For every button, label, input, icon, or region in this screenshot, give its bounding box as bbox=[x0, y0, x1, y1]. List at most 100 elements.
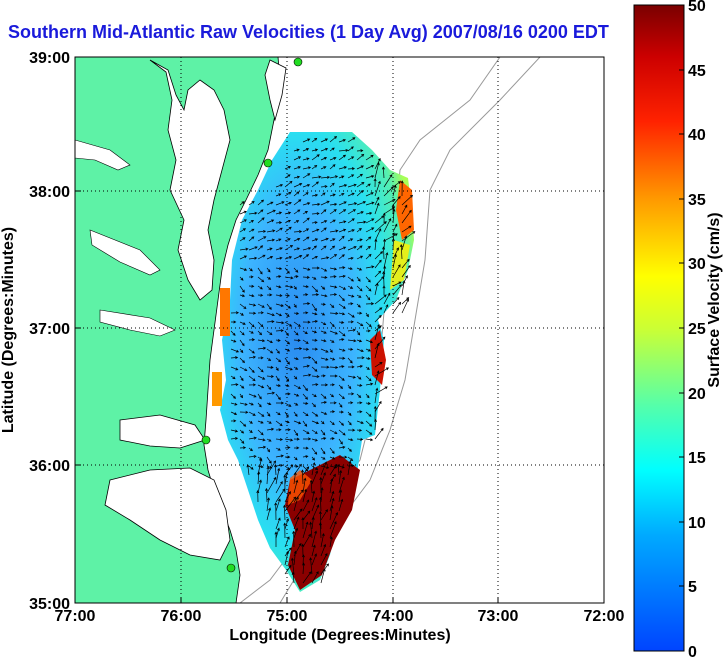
velocity-arrow bbox=[338, 438, 343, 445]
velocity-arrow bbox=[365, 218, 375, 224]
velocity-arrow bbox=[239, 210, 247, 215]
velocity-arrow bbox=[275, 428, 282, 432]
velocity-arrow bbox=[347, 294, 355, 298]
velocity-arrow bbox=[329, 348, 333, 353]
velocity-arrow bbox=[284, 321, 293, 327]
velocity-arrow bbox=[365, 339, 374, 344]
velocity-arrow bbox=[373, 178, 377, 188]
velocity-arrow bbox=[293, 175, 301, 179]
velocity-arrow bbox=[365, 276, 371, 283]
velocity-arrow bbox=[266, 293, 273, 297]
velocity-arrow bbox=[266, 466, 270, 485]
velocity-arrow bbox=[374, 259, 382, 269]
velocity-arrow bbox=[356, 276, 361, 282]
velocity-arrow bbox=[311, 276, 317, 280]
velocity-arrow bbox=[320, 400, 328, 404]
velocity-arrow bbox=[293, 456, 298, 461]
velocity-arrow bbox=[284, 238, 291, 242]
velocity-arrow bbox=[293, 384, 302, 389]
velocity-arrow bbox=[266, 391, 276, 395]
lon-tick: 73:00 bbox=[478, 608, 519, 625]
velocity-arrow bbox=[248, 246, 258, 251]
velocity-arrow bbox=[356, 190, 364, 197]
velocity-arrow bbox=[293, 446, 300, 450]
velocity-arrow bbox=[275, 366, 279, 372]
velocity-arrow bbox=[275, 467, 281, 485]
velocity-arrow bbox=[275, 247, 283, 251]
velocity-arrow bbox=[311, 148, 319, 152]
velocity-arrow bbox=[374, 386, 388, 395]
velocity-arrow bbox=[356, 173, 363, 179]
velocity-arrow bbox=[329, 311, 339, 315]
velocity-arrow bbox=[266, 247, 273, 251]
velocity-arrow bbox=[248, 375, 256, 382]
velocity-arrow bbox=[374, 282, 379, 296]
lon-tick: 77:00 bbox=[55, 608, 96, 625]
velocity-arrow bbox=[283, 522, 287, 539]
velocity-arrow bbox=[311, 516, 315, 530]
velocity-arrow bbox=[374, 342, 380, 359]
velocity-arrow bbox=[311, 330, 318, 334]
land-mass bbox=[75, 57, 281, 603]
velocity-arrow bbox=[320, 184, 328, 188]
velocity-arrow bbox=[356, 375, 362, 380]
velocity-arrow bbox=[284, 211, 292, 215]
velocity-arrow bbox=[239, 294, 246, 298]
velocity-arrow bbox=[239, 247, 249, 251]
velocity-arrow bbox=[311, 357, 318, 365]
velocity-arrow bbox=[311, 154, 320, 161]
velocity-arrow bbox=[347, 392, 355, 396]
velocity-vectors bbox=[230, 136, 416, 584]
velocity-arrow bbox=[284, 446, 291, 450]
velocity-arrow bbox=[320, 383, 329, 387]
velocity-arrow bbox=[293, 471, 297, 485]
velocity-arrow bbox=[275, 338, 281, 342]
velocity-arrow bbox=[248, 200, 255, 206]
velocity-arrow bbox=[248, 267, 253, 272]
velocity-arrow bbox=[347, 347, 354, 351]
velocity-arrow bbox=[311, 164, 318, 170]
velocity-arrow bbox=[239, 303, 247, 310]
velocity-arrow bbox=[365, 411, 372, 417]
lon-tick: 75:00 bbox=[267, 608, 308, 625]
velocity-arrow bbox=[329, 437, 335, 441]
velocity-arrow bbox=[329, 383, 335, 387]
velocity-arrow bbox=[275, 303, 284, 307]
velocity-arrow bbox=[320, 138, 329, 143]
velocity-arrow bbox=[266, 285, 272, 291]
velocity-arrow bbox=[356, 220, 367, 224]
velocity-arrow bbox=[338, 465, 345, 469]
velocity-arrow bbox=[338, 489, 343, 503]
velocity-arrow bbox=[401, 298, 410, 314]
velocity-arrow bbox=[266, 465, 273, 469]
velocity-arrow bbox=[356, 420, 364, 424]
velocity-arrow bbox=[257, 330, 263, 336]
velocity-arrow bbox=[383, 186, 394, 197]
velocity-arrow bbox=[392, 184, 397, 197]
velocity-arrow bbox=[248, 294, 255, 298]
velocity-arrow bbox=[347, 192, 355, 197]
velocity-arrow bbox=[284, 564, 292, 575]
velocity-arrow bbox=[329, 303, 335, 308]
velocity-arrow bbox=[320, 192, 326, 197]
velocity-arrow bbox=[383, 218, 392, 233]
velocity-arrow bbox=[311, 366, 318, 372]
velocity-arrow bbox=[338, 303, 346, 309]
velocity-arrow bbox=[311, 228, 320, 233]
velocity-arrow bbox=[320, 568, 326, 584]
velocity-arrow bbox=[320, 294, 328, 298]
velocity-arrow bbox=[338, 266, 346, 270]
velocity-arrow bbox=[248, 220, 255, 224]
velocity-arrow bbox=[230, 383, 239, 387]
velocity-arrow bbox=[347, 428, 356, 432]
velocity-arrow bbox=[374, 336, 386, 350]
velocity-arrow bbox=[284, 256, 293, 260]
velocity-arrow bbox=[401, 204, 408, 215]
velocity-arrow bbox=[329, 447, 335, 454]
velocity-arrow bbox=[309, 521, 313, 539]
velocity-arrow bbox=[311, 181, 319, 188]
velocity-arrow bbox=[320, 532, 325, 548]
velocity-arrow bbox=[329, 136, 338, 143]
velocity-arrow bbox=[311, 553, 317, 566]
velocity-arrow bbox=[239, 228, 247, 233]
